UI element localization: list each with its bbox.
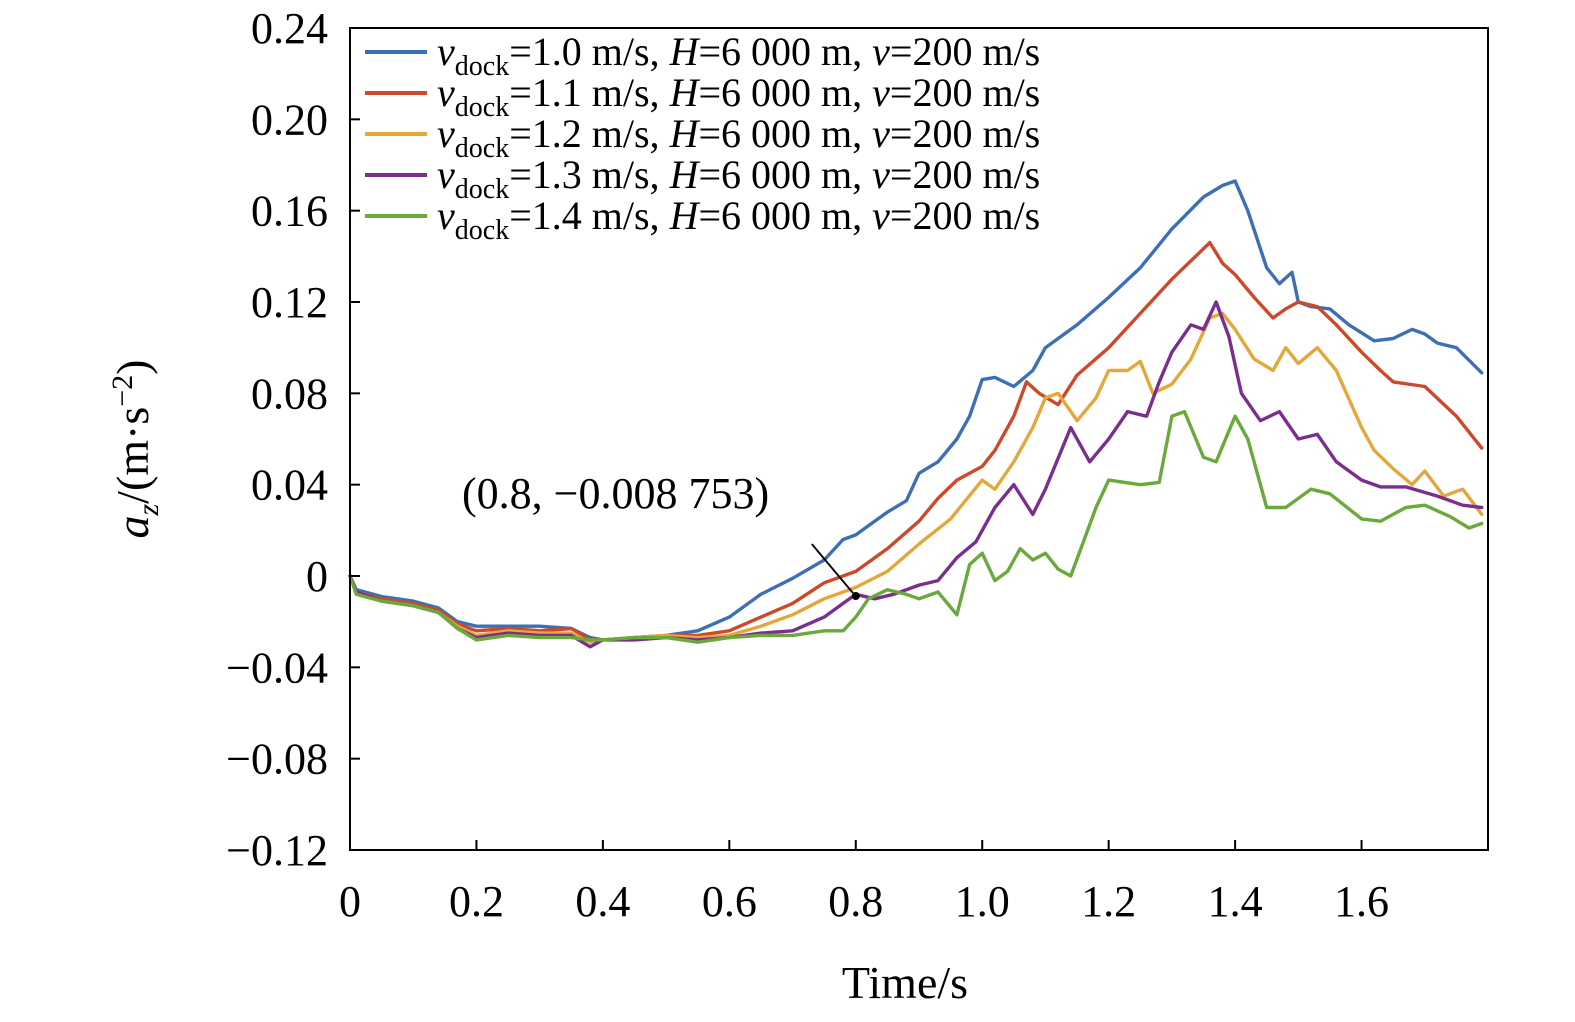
y-tick-label: −0.12	[226, 826, 328, 875]
legend-label-1: vdock=1.0 m/s, H=6 000 m, v=200 m/s	[437, 29, 1040, 82]
annotation-marker	[851, 591, 860, 600]
series-line-4	[348, 300, 1484, 649]
annotation-leader-line	[811, 543, 855, 595]
y-axis-var: a	[107, 516, 158, 539]
series-line-3	[348, 311, 1484, 644]
annotation: (0.8, −0.008 753)	[462, 469, 860, 600]
y-axis-unit-open: /(m·s	[107, 407, 158, 504]
x-tick-label: 0.2	[449, 877, 504, 926]
legend: vdock=1.0 m/s, H=6 000 m, v=200 m/svdock…	[365, 29, 1040, 246]
legend-label-4: vdock=1.3 m/s, H=6 000 m, v=200 m/s	[437, 152, 1040, 205]
x-tick-label: 0.6	[702, 877, 757, 926]
x-tick-label: 1.6	[1334, 877, 1389, 926]
y-tick-label: 0	[306, 552, 328, 601]
x-tick-label: 1.0	[955, 877, 1010, 926]
legend-label-3: vdock=1.2 m/s, H=6 000 m, v=200 m/s	[437, 111, 1040, 164]
y-tick-label: 0.20	[251, 95, 328, 144]
y-tick-label: −0.04	[226, 643, 328, 692]
legend-label-5: vdock=1.4 m/s, H=6 000 m, v=200 m/s	[437, 193, 1040, 246]
x-tick-label: 0.4	[575, 877, 630, 926]
y-axis-title: az/(m·s−2)	[106, 359, 165, 538]
x-tick-label: 1.4	[1208, 877, 1263, 926]
y-tick-label: −0.08	[226, 735, 328, 784]
series-layer	[348, 179, 1484, 649]
x-axis-title: Time/s	[842, 957, 968, 1008]
legend-label-2: vdock=1.1 m/s, H=6 000 m, v=200 m/s	[437, 70, 1040, 123]
x-tick-label: 0.8	[828, 877, 883, 926]
y-tick-label: 0.04	[251, 461, 328, 510]
series-line-5	[348, 409, 1484, 644]
y-tick-label: 0.16	[251, 187, 328, 236]
series-line-2	[348, 240, 1484, 642]
y-axis-unit-exp: −2	[106, 375, 139, 407]
y-tick-label: 0.12	[251, 278, 328, 327]
x-tick-label: 0	[339, 877, 361, 926]
ticks-layer: 0 0.2 0.4 0.6 0.8 1.0 1.2 1.4 1.6 −0.12 −0.08 −0.04…	[226, 4, 1389, 926]
x-tick-label: 1.2	[1081, 877, 1136, 926]
y-axis-unit-close: )	[107, 359, 158, 374]
annotation-label: (0.8, −0.008 753)	[462, 469, 769, 518]
y-axis-var-sub: z	[132, 504, 165, 517]
y-tick-label: 0.08	[251, 369, 328, 418]
y-tick-label: 0.24	[251, 4, 328, 53]
plot-frame	[349, 27, 1489, 851]
